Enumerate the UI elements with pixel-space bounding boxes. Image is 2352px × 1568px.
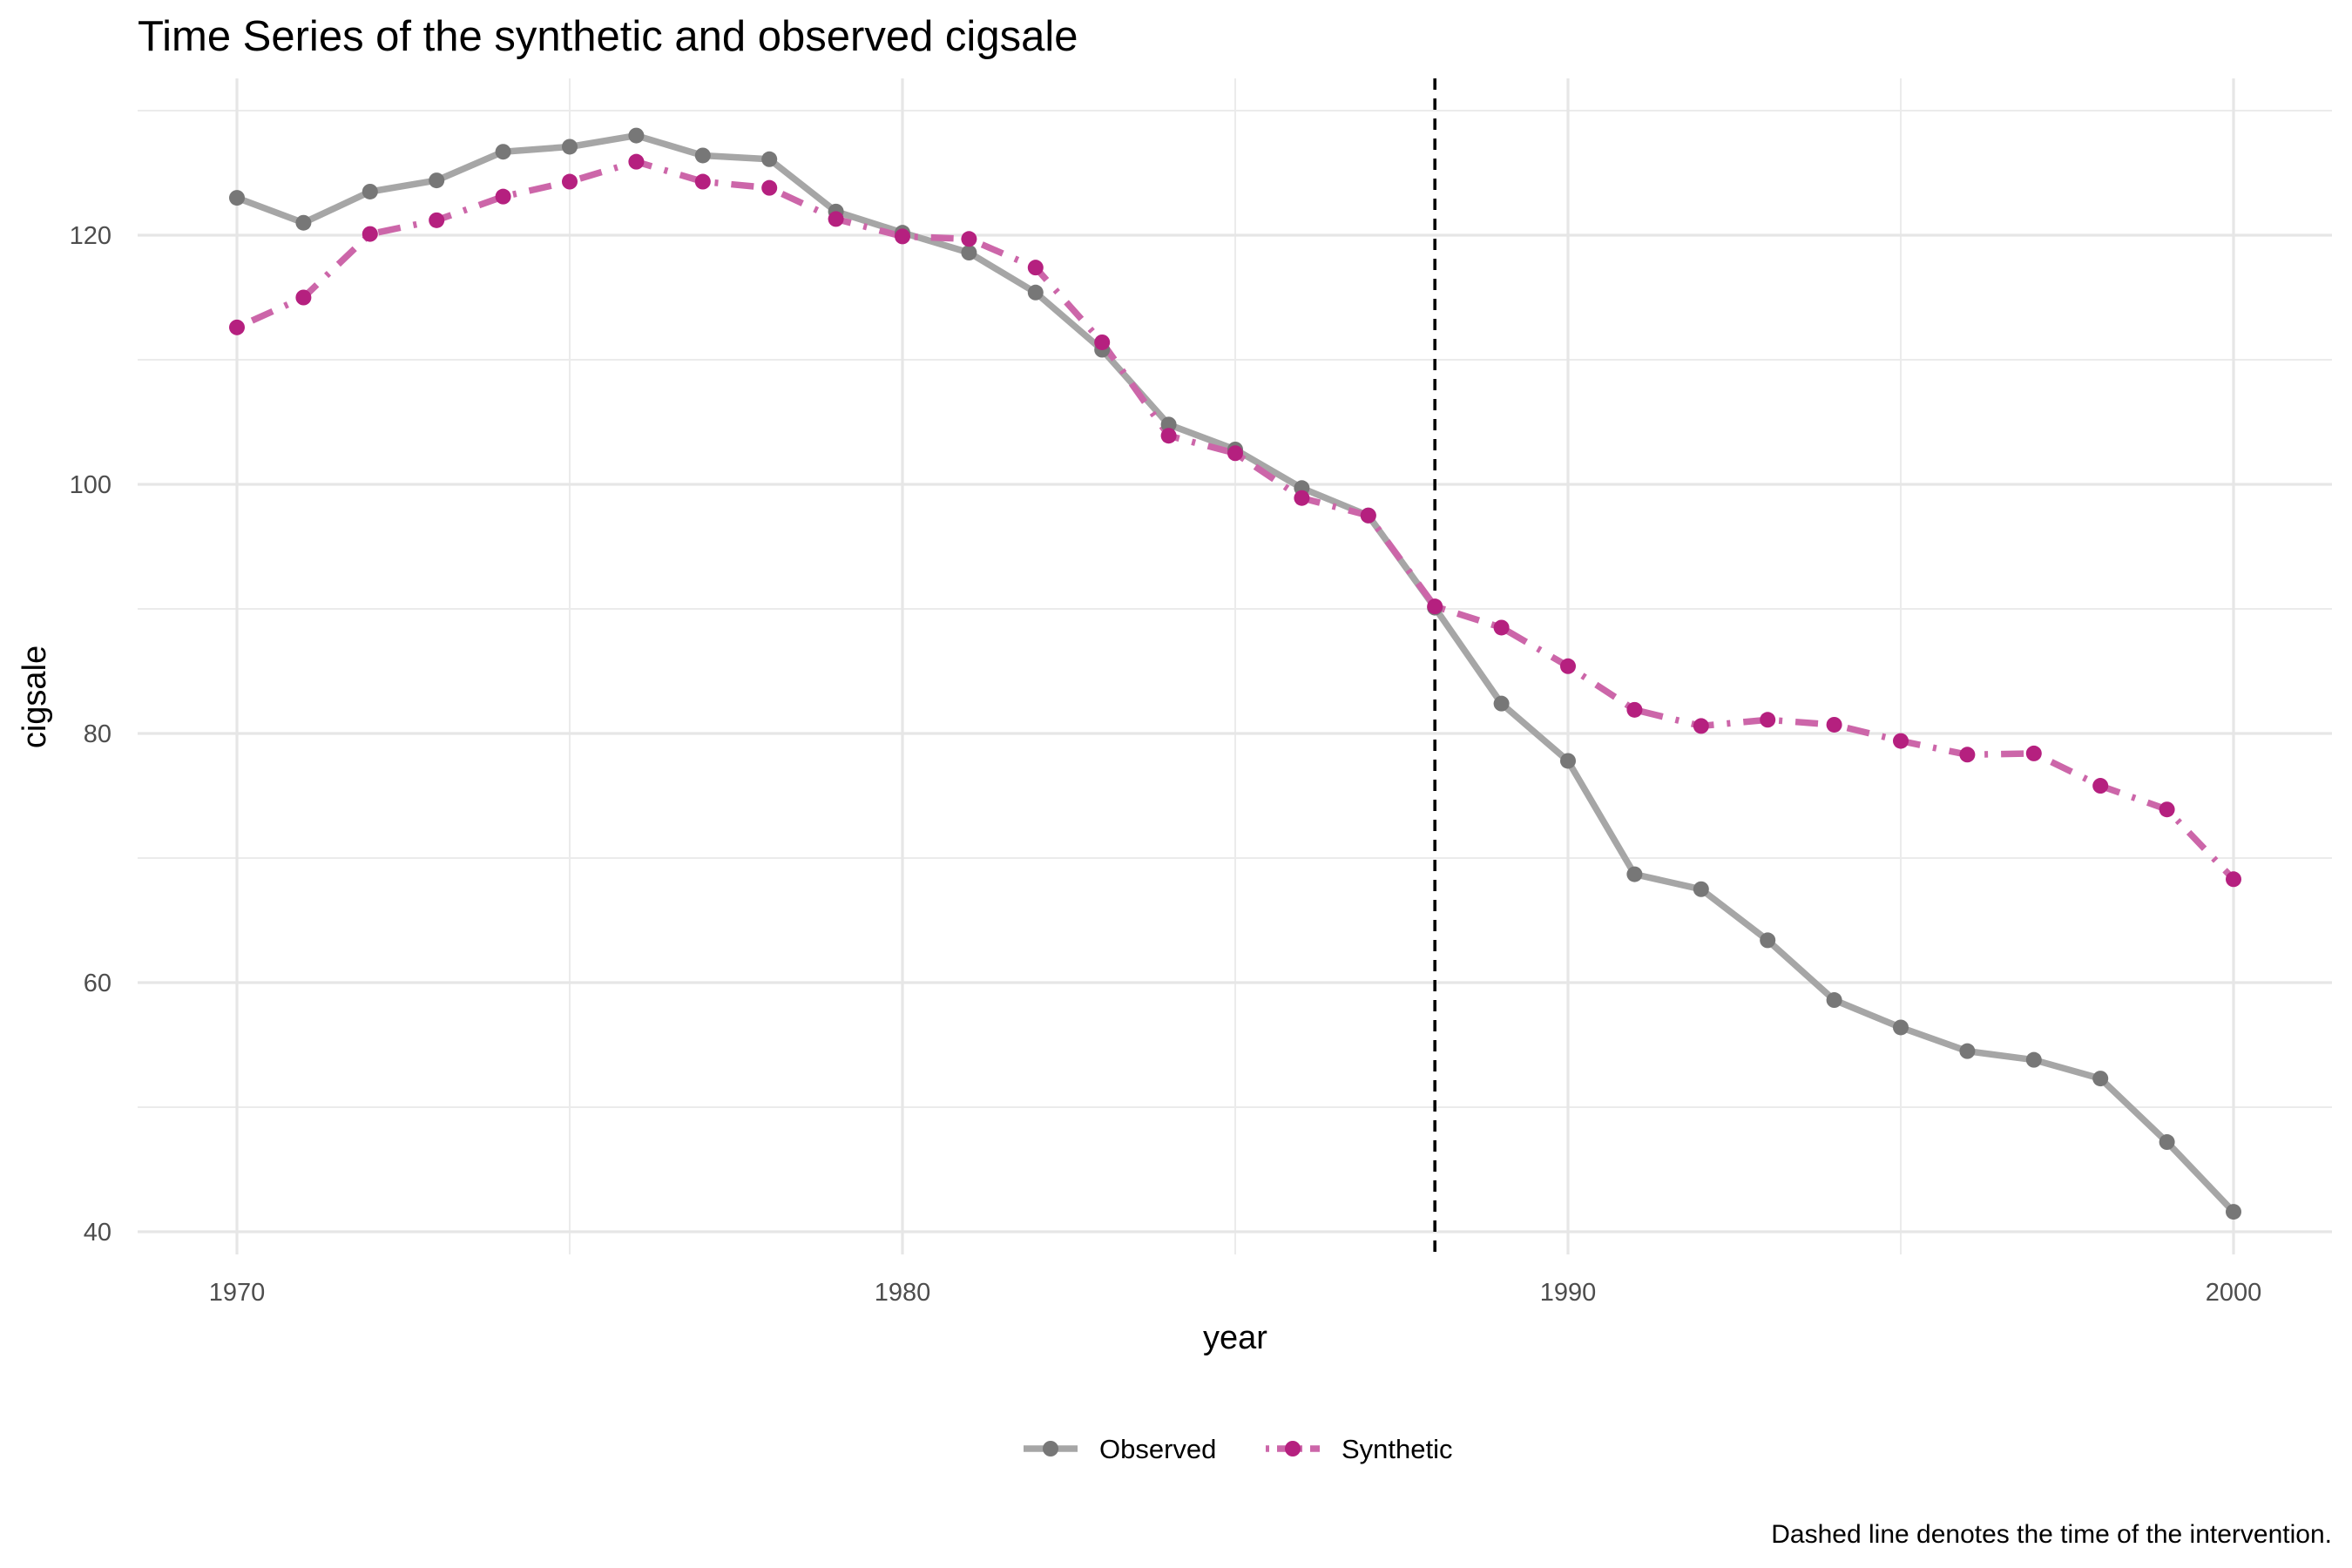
observed-data-point [1959, 1043, 1976, 1059]
observed-data-point [1027, 284, 1044, 301]
synthetic-data-point [828, 211, 844, 227]
x-tick-label: 1980 [875, 1279, 931, 1307]
synthetic-data-point [1427, 598, 1443, 615]
synthetic-data-point [1893, 733, 1909, 749]
x-axis-tick-labels: 1970 1980 1990 2000 [209, 1279, 2262, 1307]
legend-item-observed: Observed [1024, 1434, 1216, 1464]
legend-key-point-observed [1043, 1441, 1058, 1456]
observed-data-point [1626, 866, 1643, 882]
observed-data-point [1493, 695, 1510, 712]
synthetic-data-point [362, 226, 378, 242]
synthetic-data-point [229, 319, 245, 335]
chart-title: Time Series of the synthetic and observe… [138, 13, 1078, 60]
observed-data-point [1160, 416, 1177, 433]
legend: Observed Synthetic [1024, 1434, 1453, 1464]
synthetic-data-point [895, 228, 910, 245]
observed-data-point [628, 127, 645, 144]
legend-label-synthetic: Synthetic [1342, 1434, 1453, 1464]
synthetic-data-point [1493, 619, 1510, 636]
observed-data-point [2159, 1134, 2175, 1151]
observed-data-point [961, 245, 977, 261]
y-tick-label: 60 [84, 970, 112, 997]
synthetic-data-point [1959, 747, 1976, 763]
observed-data-point [229, 190, 245, 206]
synthetic-data-point [1760, 712, 1776, 728]
synthetic-data-point [628, 153, 645, 170]
synthetic-data-point [2159, 801, 2175, 818]
observed-data-point [761, 151, 778, 167]
observed-data-point [562, 139, 578, 155]
y-tick-label: 80 [84, 720, 112, 748]
synthetic-data-point [429, 212, 445, 228]
synthetic-data-point [961, 231, 977, 247]
observed-data-point [429, 172, 445, 189]
synthetic-data-point [1227, 445, 1243, 462]
major-gridlines [138, 78, 2332, 1254]
y-tick-label: 120 [70, 222, 112, 250]
synthetic-data-point [1693, 718, 1709, 734]
synthetic-data-point [1826, 716, 1842, 733]
synthetic-data-point [1027, 260, 1044, 276]
synthetic-data-point [495, 188, 511, 205]
legend-item-synthetic: Synthetic [1266, 1434, 1453, 1464]
x-tick-label: 1990 [1540, 1279, 1597, 1307]
observed-data-point [694, 147, 711, 164]
x-tick-label: 2000 [2206, 1279, 2262, 1307]
y-tick-label: 100 [70, 471, 112, 499]
observed-data-point [2092, 1071, 2109, 1087]
synthetic-data-point [694, 173, 711, 190]
observed-data-point [1826, 992, 1842, 1009]
synthetic-data-point [295, 289, 312, 306]
x-axis-title: year [1203, 1320, 1267, 1356]
synthetic-data-point [2226, 871, 2241, 888]
synthetic-data-point [2025, 745, 2042, 761]
synthetic-data-point [2092, 778, 2109, 794]
synthetic-data-point [761, 179, 778, 196]
minor-gridlines [138, 78, 2332, 1254]
observed-data-point [2226, 1204, 2241, 1220]
observed-data-point [495, 144, 511, 160]
y-axis-tick-labels: 40 60 80 100 120 [70, 222, 112, 1247]
legend-key-point-synthetic [1285, 1441, 1301, 1456]
observed-data-point [1693, 881, 1709, 897]
synthetic-data-point [1094, 334, 1111, 350]
synthetic-data-point [562, 173, 578, 190]
observed-data-point [362, 183, 378, 199]
series-points [229, 127, 2241, 1220]
x-tick-label: 1970 [209, 1279, 266, 1307]
synthetic-data-point [1294, 490, 1310, 506]
observed-data-point [1893, 1019, 1909, 1036]
synthetic-data-point [1360, 507, 1376, 524]
legend-label-observed: Observed [1099, 1434, 1216, 1464]
synthetic-data-point [1560, 658, 1576, 674]
synthetic-data-point [1626, 701, 1643, 718]
chart-caption: Dashed line denotes the time of the inte… [1771, 1520, 2332, 1549]
observed-data-point [2025, 1051, 2042, 1068]
observed-data-point [295, 214, 312, 231]
observed-data-point [1560, 753, 1576, 769]
y-tick-label: 40 [84, 1219, 112, 1247]
y-axis-title: cigsale [17, 645, 53, 748]
synthetic-data-point [1160, 428, 1177, 444]
observed-data-point [1760, 932, 1776, 949]
